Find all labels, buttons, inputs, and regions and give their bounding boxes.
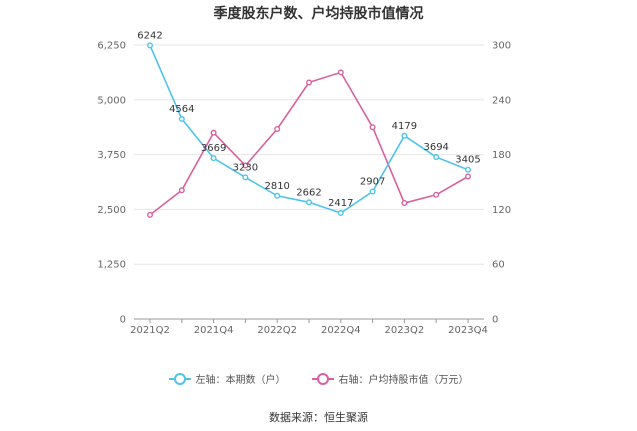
x-axis-tick-label: 2023Q2 <box>385 325 425 336</box>
chart-title: 季度股东户数、户均持股市值情况 <box>213 6 424 22</box>
legend-label-right: 右轴：户均持股市值（万元） <box>338 375 469 386</box>
data-point-left <box>369 188 376 195</box>
data-label: 4564 <box>169 104 194 115</box>
chart-legend: 左轴：本期数（户） 右轴：户均持股市值（万元） <box>0 371 637 386</box>
x-axis-tick-label: 2022Q2 <box>257 325 297 336</box>
data-point-left <box>242 174 249 181</box>
data-label: 2662 <box>296 187 321 198</box>
data-point-left <box>465 166 472 173</box>
data-source: 数据来源：恒生聚源 <box>269 411 368 424</box>
data-label: 4179 <box>392 121 417 132</box>
data-label: 3669 <box>201 143 226 154</box>
left-axis-tick-label: 1,250 <box>97 260 126 271</box>
data-point-right <box>369 124 376 131</box>
right-axis-tick-label: 60 <box>492 260 505 271</box>
left-axis-tick-label: 2,500 <box>97 205 126 216</box>
data-point-right <box>210 129 217 136</box>
data-point-left <box>433 154 440 161</box>
data-point-left <box>210 155 217 162</box>
x-axis-tick-label: 2023Q4 <box>448 325 488 336</box>
data-point-right <box>337 69 344 76</box>
right-axis-tick-label: 240 <box>492 95 511 106</box>
data-point-right <box>274 126 281 133</box>
right-axis-tick-label: 0 <box>492 315 498 326</box>
right-axis-tick-label: 120 <box>492 205 511 216</box>
right-axis-tick-label: 300 <box>492 41 511 52</box>
data-label: 3405 <box>455 155 480 166</box>
x-axis-tick-label: 2022Q4 <box>321 325 361 336</box>
data-point-left <box>306 199 313 206</box>
x-axis-tick-label: 2021Q2 <box>130 325 170 336</box>
left-axis-tick-label: 0 <box>120 315 126 326</box>
data-point-left <box>178 115 185 122</box>
left-axis-tick-label: 5,000 <box>97 95 126 106</box>
data-point-left <box>146 42 153 49</box>
data-point-left <box>401 132 408 139</box>
left-axis-tick-label: 6,250 <box>97 41 126 52</box>
data-point-right <box>146 211 153 218</box>
data-label: 2417 <box>328 198 353 209</box>
x-axis-tick-label: 2021Q4 <box>194 325 234 336</box>
legend-item-right[interactable]: 右轴：户均持股市值（万元） <box>311 371 469 386</box>
data-label: 2907 <box>360 177 385 188</box>
data-label: 3694 <box>423 142 448 153</box>
left-axis-tick-label: 3,750 <box>97 150 126 161</box>
data-label: 3230 <box>233 162 258 173</box>
data-point-left <box>274 192 281 199</box>
legend-marker-right <box>311 372 334 385</box>
data-point-right <box>242 162 249 169</box>
legend-item-left[interactable]: 左轴：本期数（户） <box>168 371 286 386</box>
data-point-left <box>337 210 344 217</box>
data-point-right <box>178 187 185 194</box>
data-point-right <box>465 173 472 180</box>
legend-label-left: 左轴：本期数（户） <box>195 375 286 386</box>
data-point-right <box>401 200 408 207</box>
data-label: 2810 <box>264 181 289 192</box>
data-point-right <box>306 79 313 86</box>
data-label: 6242 <box>137 30 162 41</box>
legend-marker-left <box>168 372 191 385</box>
data-point-right <box>433 191 440 198</box>
right-axis-tick-label: 180 <box>492 150 511 161</box>
